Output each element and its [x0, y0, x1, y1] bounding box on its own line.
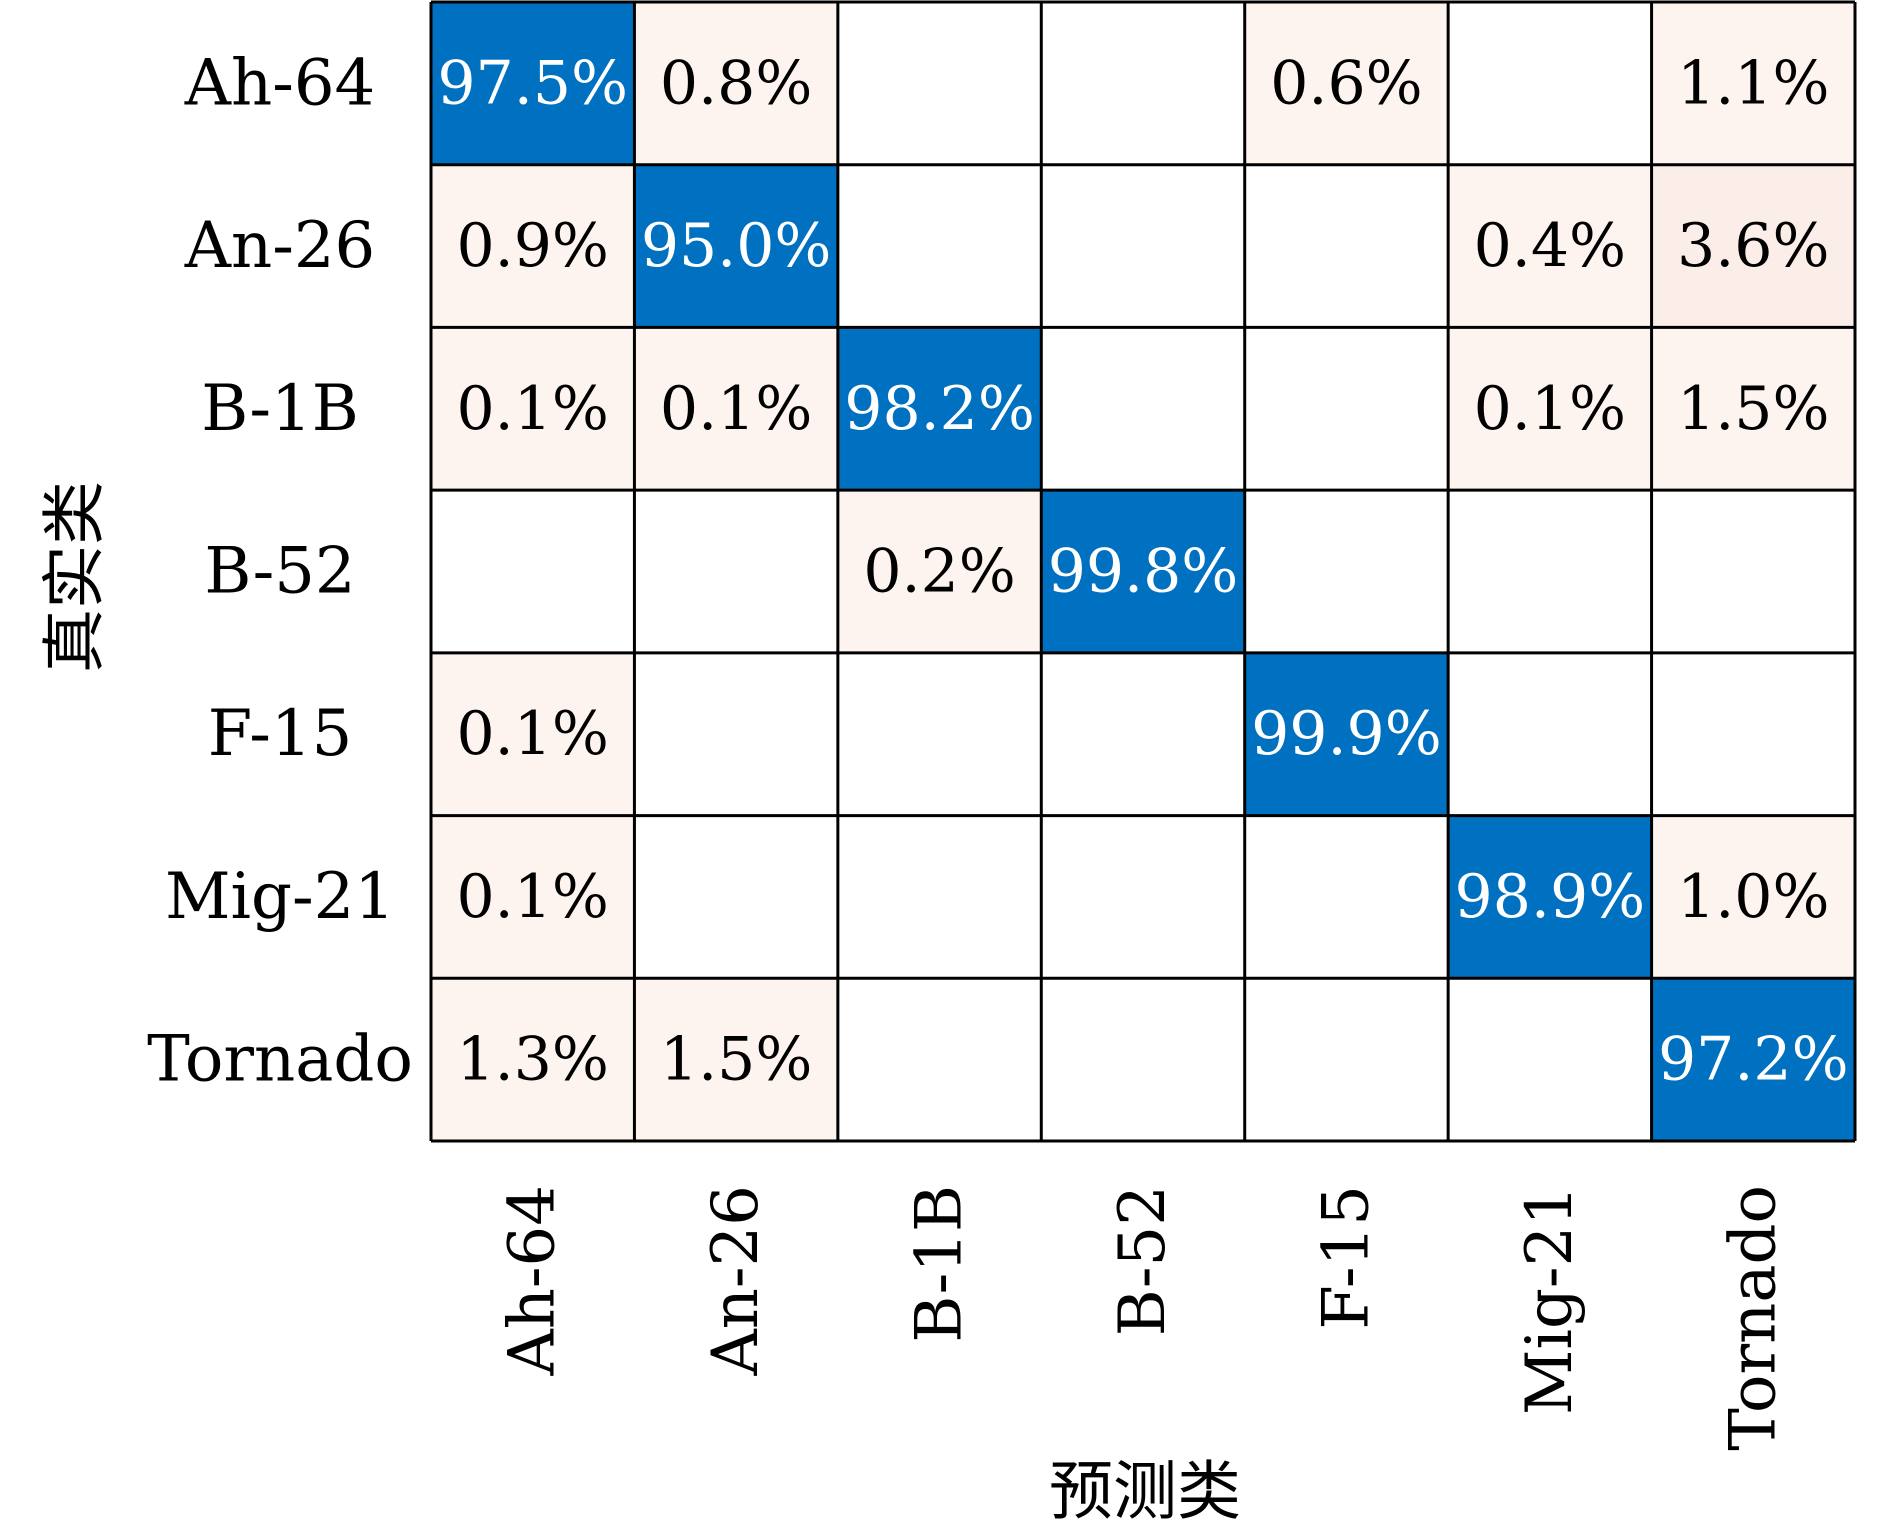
y-axis-tick-labels: Ah-64 An-26 B-1B B-52 F-15 Mig-21 Tornado	[147, 46, 413, 1096]
heatmap-cell	[1448, 490, 1652, 653]
x-tick-label: An-26	[699, 1185, 773, 1377]
heatmap-cell	[1244, 978, 1449, 1141]
heatmap-cell	[634, 2, 838, 165]
heatmap-cell	[837, 652, 1042, 816]
heatmap-cell-label: 1.5%	[660, 1025, 812, 1095]
heatmap-cell	[1244, 327, 1449, 491]
heatmap-cell	[837, 327, 1042, 491]
heatmap-cell	[1651, 815, 1855, 979]
heatmap-cell-label: 1.0%	[1677, 862, 1829, 932]
heatmap-cell-label: 0.9%	[456, 211, 608, 281]
heatmap-cell	[431, 327, 635, 491]
heatmap-cells	[431, 2, 1855, 1141]
heatmap-cell	[1651, 652, 1855, 816]
heatmap-cell	[1448, 327, 1652, 491]
heatmap-cell	[1041, 815, 1245, 979]
heatmap-cell-label: 0.1%	[1474, 374, 1626, 444]
heatmap-cell-label: 3.6%	[1677, 211, 1829, 281]
heatmap-cell-label: 0.2%	[863, 537, 1015, 607]
heatmap-cell	[837, 490, 1042, 653]
heatmap-cell	[1448, 652, 1652, 816]
heatmap-cell	[634, 327, 838, 491]
y-tick-label: F-15	[208, 697, 353, 771]
x-tick-label: B-52	[1106, 1185, 1180, 1336]
heatmap-cell	[837, 164, 1042, 328]
x-tick-label: B-1B	[903, 1185, 977, 1343]
heatmap-cell-label: 0.4%	[1474, 211, 1626, 281]
heatmap-cell-label: 0.1%	[660, 374, 812, 444]
heatmap-cell-label: 99.9%	[1251, 699, 1442, 769]
x-tick-label: Ah-64	[496, 1185, 570, 1377]
heatmap-cell	[1448, 815, 1652, 979]
y-axis-label: 真实类	[39, 481, 113, 673]
heatmap-cell	[1244, 815, 1449, 979]
heatmap-cell	[1448, 164, 1652, 328]
heatmap-cell-label: 95.0%	[641, 211, 832, 281]
heatmap-cell-label: 0.1%	[456, 699, 608, 769]
heatmap-cell	[1244, 164, 1449, 328]
x-tick-label: Tornado	[1716, 1185, 1790, 1451]
heatmap-cell-label: 97.2%	[1658, 1025, 1849, 1095]
x-tick-label: F-15	[1309, 1185, 1383, 1330]
heatmap-cell	[431, 164, 635, 328]
heatmap-cell	[1244, 2, 1449, 165]
heatmap-cell	[1651, 490, 1855, 653]
y-tick-label: An-26	[184, 209, 376, 283]
heatmap-cell	[634, 164, 838, 328]
heatmap-cell	[1651, 327, 1855, 491]
y-tick-label: Mig-21	[165, 860, 395, 934]
heatmap-cell	[431, 652, 635, 816]
y-tick-label: B-52	[204, 535, 355, 609]
heatmap-cell	[431, 978, 635, 1141]
heatmap-cell	[431, 490, 635, 653]
heatmap-cell-labels: 97.5% 0.8% 0.6% 1.1% 0.9% 95.0% 0.4% 3.6% 0.1% 0.…	[437, 48, 1848, 1094]
heatmap-cell	[634, 490, 838, 653]
heatmap-cell	[634, 978, 838, 1141]
heatmap-cell-label: 0.6%	[1270, 48, 1422, 118]
heatmap-cell	[1651, 164, 1855, 328]
heatmap-cell	[837, 978, 1042, 1141]
heatmap-cell	[1244, 652, 1449, 816]
heatmap-cell	[1448, 978, 1652, 1141]
y-tick-label: B-1B	[201, 372, 359, 446]
heatmap-cell	[1041, 978, 1245, 1141]
heatmap-cell	[1041, 164, 1245, 328]
heatmap-cell	[837, 2, 1042, 165]
heatmap-cell	[837, 815, 1042, 979]
heatmap-cell	[634, 815, 838, 979]
heatmap-cell	[1041, 327, 1245, 491]
heatmap-cell	[1041, 490, 1245, 653]
heatmap-cell	[431, 815, 635, 979]
heatmap-cell-label: 0.1%	[456, 374, 608, 444]
heatmap-grid	[429, 0, 1857, 1143]
heatmap-cell-label: 1.5%	[1677, 374, 1829, 444]
y-tick-label: Tornado	[147, 1023, 413, 1097]
x-axis-tick-labels: Ah-64 An-26 B-1B B-52 F-15 Mig-21 Tornado	[496, 1185, 1791, 1451]
heatmap-cell	[1244, 490, 1449, 653]
x-tick-label: Mig-21	[1513, 1185, 1587, 1415]
heatmap-cell-label: 0.1%	[456, 862, 608, 932]
heatmap-cell	[431, 2, 635, 165]
heatmap-cell	[634, 652, 838, 816]
heatmap-cell	[1448, 2, 1652, 165]
heatmap-cell	[1041, 652, 1245, 816]
y-tick-label: Ah-64	[184, 46, 376, 120]
heatmap-cell-label: 1.3%	[456, 1025, 608, 1095]
heatmap-cell-label: 1.1%	[1677, 48, 1829, 118]
heatmap-cell-label: 98.9%	[1455, 862, 1646, 932]
heatmap-cell	[1041, 2, 1245, 165]
heatmap-cell-label: 99.8%	[1048, 537, 1239, 607]
heatmap-cell-label: 98.2%	[844, 374, 1035, 444]
x-axis-label: 预测类	[1049, 1456, 1241, 1527]
heatmap-cell-label: 97.5%	[437, 48, 628, 118]
heatmap-cell-label: 0.8%	[660, 48, 812, 118]
heatmap-cell	[1651, 2, 1855, 165]
heatmap-cell	[1651, 978, 1855, 1141]
